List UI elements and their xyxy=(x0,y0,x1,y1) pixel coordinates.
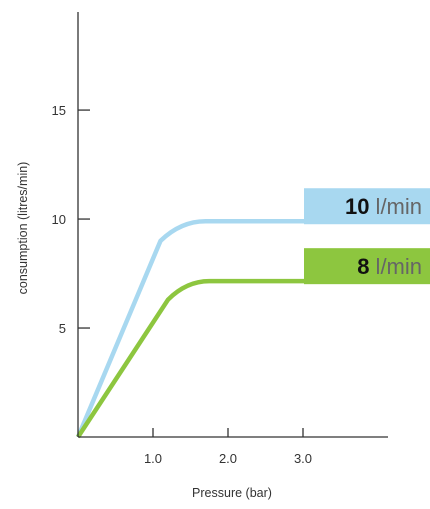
series-line-0 xyxy=(75,218,341,438)
series-badge-0 xyxy=(304,188,430,225)
x-tick-label: 3.0 xyxy=(294,451,312,466)
tick-layer: 1.0 2.0 3.0 5 10 15 xyxy=(52,103,313,466)
series-line-1 xyxy=(76,278,341,439)
y-axis-title: consumption (litres/min) xyxy=(16,162,30,295)
x-tick-label: 1.0 xyxy=(144,451,162,466)
x-tick-label: 2.0 xyxy=(219,451,237,466)
series-badge-label-0: 10 l/min xyxy=(345,194,422,219)
series-badge-1 xyxy=(304,248,430,285)
series-layer xyxy=(75,218,341,439)
y-tick-label: 15 xyxy=(52,103,66,118)
y-tick-label: 10 xyxy=(52,212,66,227)
series-badge-label-1: 8 l/min xyxy=(357,254,422,279)
badge-layer: 10 l/min 8 l/min xyxy=(304,188,430,285)
y-tick-label: 5 xyxy=(59,321,66,336)
x-axis-title: Pressure (bar) xyxy=(192,486,272,500)
